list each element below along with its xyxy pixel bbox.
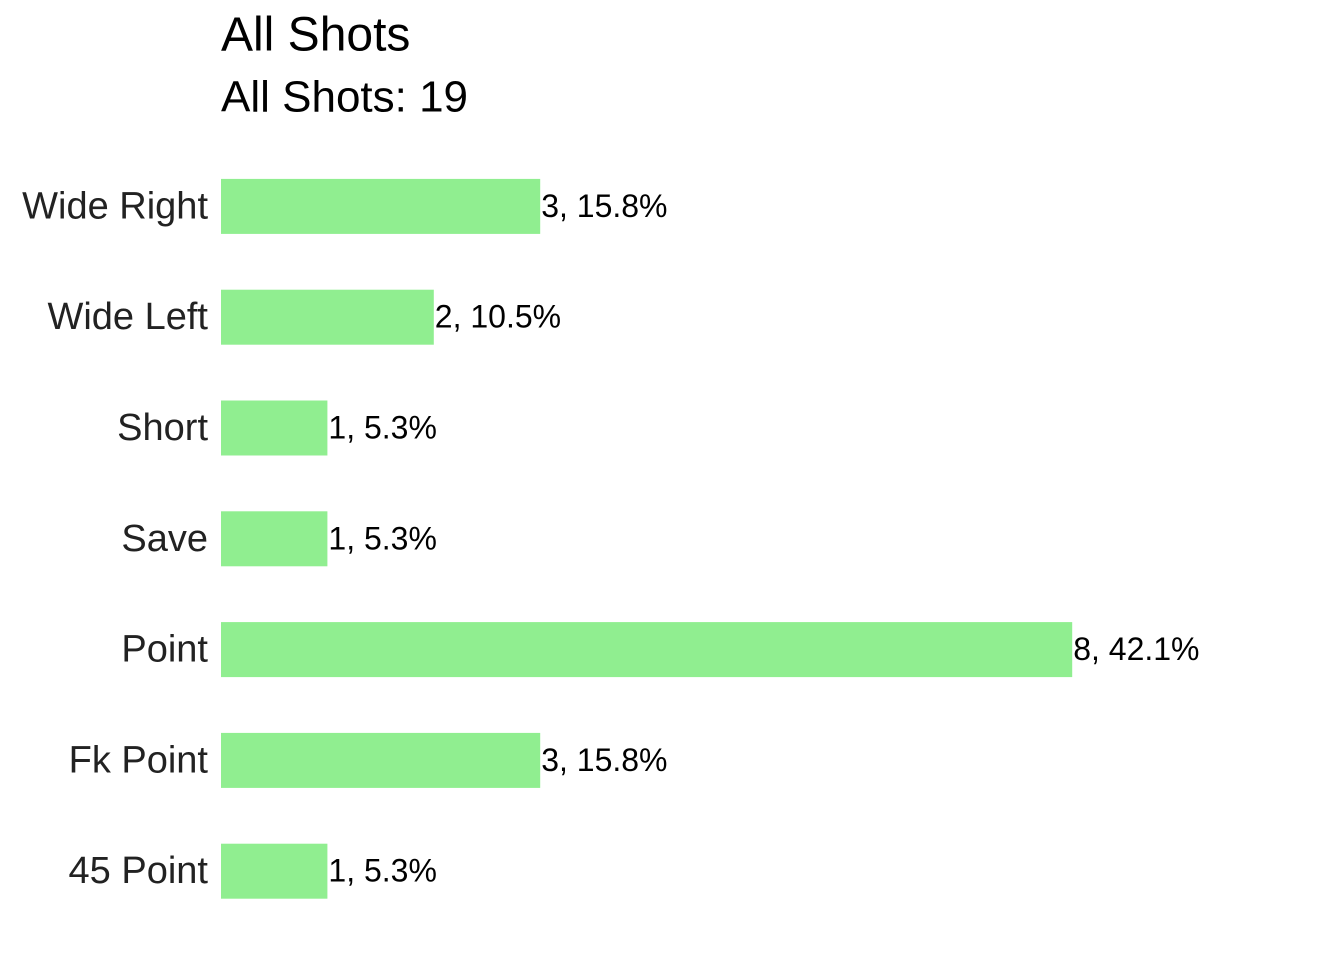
data-label: 3, 15.8% [541,188,667,224]
bar [221,843,328,899]
y-tick-label: Point [121,629,208,671]
bar [221,622,1073,678]
y-tick-label: Fk Point [69,739,209,781]
data-label: 1, 5.3% [328,409,437,445]
data-label: 8, 42.1% [1073,631,1199,667]
data-label: 1, 5.3% [328,853,437,889]
chart-title: All Shots [221,9,410,62]
bar [221,178,541,234]
y-tick-label: Wide Right [22,185,208,227]
chart-subtitle: All Shots: 19 [221,73,468,122]
y-tick-label: Short [117,407,208,449]
y-tick-label: 45 Point [69,850,209,892]
bar [221,511,328,567]
bar [221,289,434,345]
data-label: 3, 15.8% [541,742,667,778]
bar [221,400,328,456]
bar [221,732,541,788]
y-tick-label: Wide Left [47,296,208,338]
data-label: 1, 5.3% [328,520,437,556]
y-tick-label: Save [121,518,208,560]
data-label: 2, 10.5% [435,299,561,335]
